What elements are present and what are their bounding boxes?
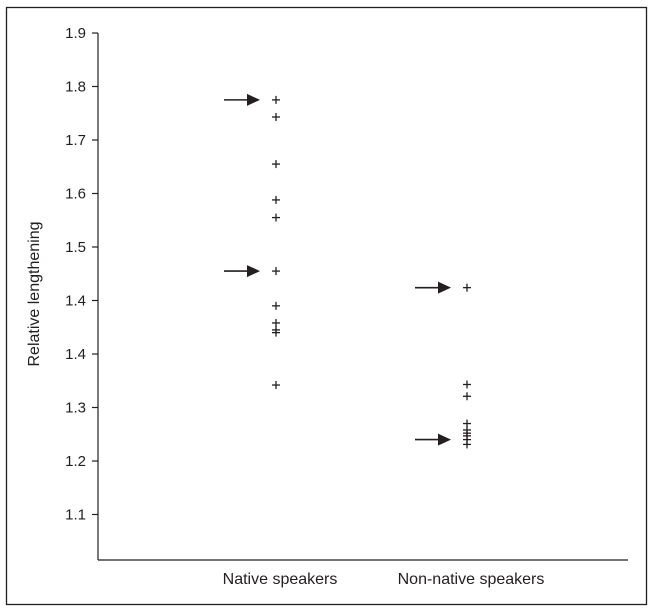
category-label: Native speakers: [223, 571, 338, 588]
annotation-arrows: [224, 93, 451, 446]
category-labels: Native speakers Non-native speakers: [223, 571, 545, 588]
data-points: [272, 95, 471, 449]
data-point: [272, 160, 280, 169]
y-tick-label: 1.3: [65, 400, 86, 417]
data-point: [272, 318, 280, 327]
annotation-arrow: [415, 281, 451, 294]
data-point: [463, 283, 471, 292]
data-point: [272, 381, 280, 390]
data-point: [272, 195, 280, 204]
data-point: [272, 328, 280, 337]
annotation-arrow: [224, 265, 260, 278]
annotation-arrow: [415, 433, 451, 446]
data-point: [463, 380, 471, 389]
data-point: [463, 392, 471, 401]
y-tick-label: 1.5: [65, 239, 86, 256]
category-label: Non-native speakers: [398, 571, 545, 588]
y-tick-label: 1.9: [65, 25, 86, 42]
data-point: [272, 95, 280, 104]
y-tick-label: 1.1: [65, 507, 86, 524]
annotation-arrow: [224, 93, 260, 106]
y-tick-label: 1.7: [65, 132, 86, 149]
y-tick-label: 1.2: [65, 453, 86, 470]
axes: [97, 33, 628, 561]
y-tick-label: 1.6: [65, 186, 86, 203]
data-point: [272, 213, 280, 222]
data-point: [272, 112, 280, 121]
data-point: [272, 267, 280, 276]
y-tick-label: 1.4: [65, 293, 86, 310]
data-point: [463, 440, 471, 449]
outer-frame: [5, 6, 648, 606]
y-tick-label: 1.4: [65, 346, 86, 363]
y-ticks: 1.9 1.8 1.7 1.6 1.5 1.4 1.4 1.3 1.2 1.1: [65, 25, 98, 524]
data-point: [272, 301, 280, 310]
y-axis-title: Relative lengthening: [26, 222, 43, 367]
y-tick-label: 1.8: [65, 79, 86, 96]
